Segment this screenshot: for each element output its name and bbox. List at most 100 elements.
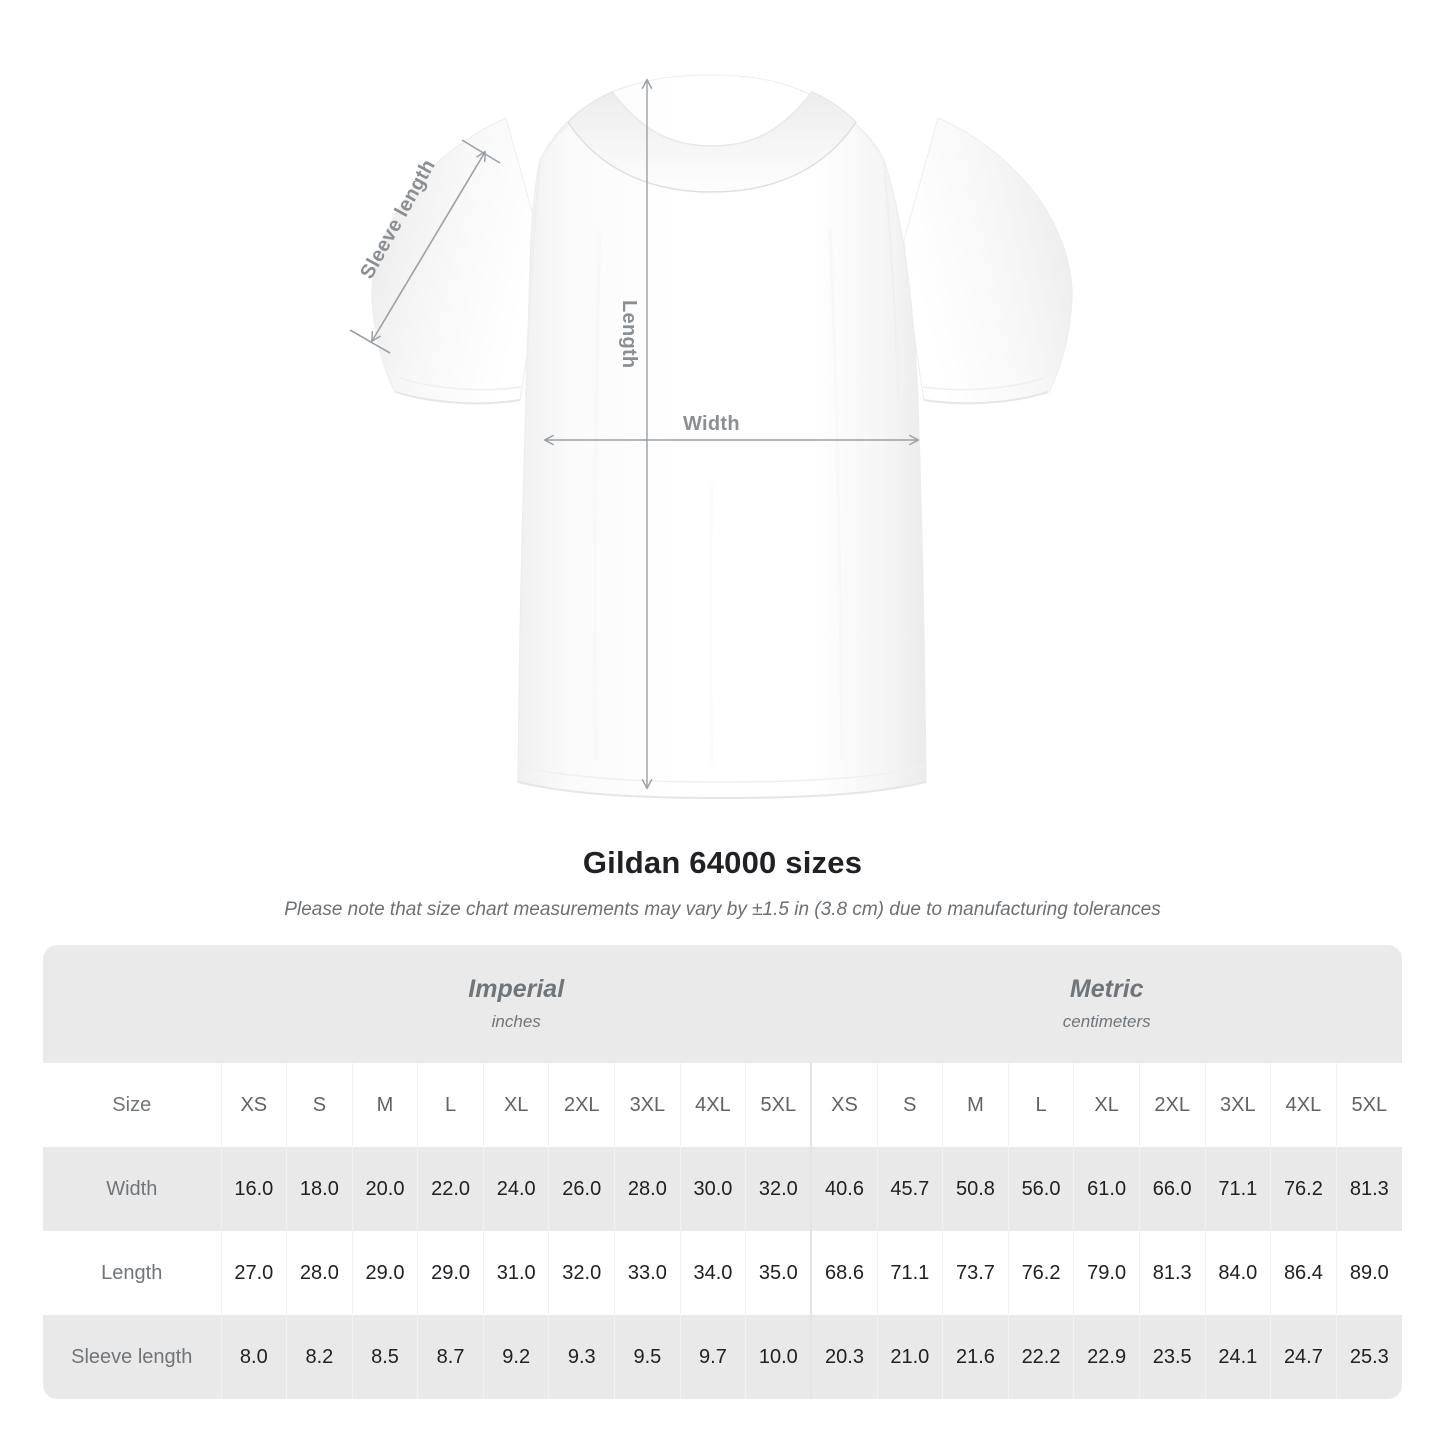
cell-imperial-sleeve-5xl: 10.0 bbox=[745, 1315, 812, 1399]
cell-imperial-length-2xl: 32.0 bbox=[548, 1231, 615, 1315]
sleeve-length-arrow bbox=[371, 150, 486, 343]
fold-right bbox=[828, 229, 844, 761]
sleeve-arrow-cap-top bbox=[461, 139, 501, 164]
imperial-sub: inches bbox=[491, 1011, 541, 1031]
page-title: Gildan 64000 sizes bbox=[582, 845, 863, 880]
left-sleeve-hem-stitch bbox=[399, 377, 522, 391]
left-sleeve-hem bbox=[395, 391, 521, 405]
cell-metric-width-s: 45.7 bbox=[876, 1147, 943, 1231]
cell-imperial-sleeve-3xl: 9.5 bbox=[614, 1315, 681, 1399]
cell-imperial-width-l: 22.0 bbox=[417, 1147, 484, 1231]
cell-metric-width-l: 56.0 bbox=[1007, 1147, 1074, 1231]
sleeve-arrow-cap-bottom bbox=[349, 329, 391, 354]
cell-metric-length-4xl: 86.4 bbox=[1270, 1231, 1337, 1315]
cell-imperial-sleeve-m: 8.5 bbox=[351, 1315, 418, 1399]
size-header-metric-4xl: 4XL bbox=[1270, 1063, 1337, 1147]
cell-metric-sleeve-s: 21.0 bbox=[876, 1315, 943, 1399]
cell-imperial-width-m: 20.0 bbox=[351, 1147, 418, 1231]
size-header-metric-5xl: 5XL bbox=[1335, 1063, 1402, 1147]
cell-imperial-length-4xl: 34.0 bbox=[679, 1231, 746, 1315]
cell-metric-sleeve-m: 21.6 bbox=[942, 1315, 1009, 1399]
tolerance-note: Please note that size chart measurements… bbox=[284, 899, 1161, 920]
cell-metric-length-s: 71.1 bbox=[876, 1231, 943, 1315]
cell-imperial-sleeve-xl: 9.2 bbox=[482, 1315, 549, 1399]
cell-metric-length-xs: 68.6 bbox=[810, 1231, 878, 1315]
right-armhole-seam bbox=[883, 161, 899, 399]
right-sleeve-hem bbox=[923, 391, 1049, 405]
right-sleeve bbox=[903, 117, 1073, 404]
size-header-imperial-m: M bbox=[351, 1063, 418, 1147]
cell-imperial-length-m: 29.0 bbox=[351, 1231, 418, 1315]
size-header-metric-2xl: 2XL bbox=[1138, 1063, 1206, 1147]
metric-name: Metric bbox=[1069, 975, 1144, 1004]
size-header-imperial-5xl: 5XL bbox=[745, 1063, 812, 1147]
size-header-imperial-2xl: 2XL bbox=[548, 1063, 615, 1147]
left-armhole-seam bbox=[525, 161, 541, 399]
cell-metric-width-5xl: 81.3 bbox=[1335, 1147, 1402, 1231]
cell-metric-width-3xl: 71.1 bbox=[1204, 1147, 1271, 1231]
cell-imperial-sleeve-l: 8.7 bbox=[417, 1315, 484, 1399]
size-header-metric-3xl: 3XL bbox=[1204, 1063, 1271, 1147]
cell-metric-width-2xl: 66.0 bbox=[1138, 1147, 1206, 1231]
size-header-imperial-l: L bbox=[417, 1063, 484, 1147]
dimension-arrows bbox=[349, 78, 920, 790]
cell-metric-sleeve-3xl: 24.1 bbox=[1204, 1315, 1271, 1399]
cell-imperial-sleeve-4xl: 9.7 bbox=[679, 1315, 746, 1399]
cell-imperial-width-2xl: 26.0 bbox=[548, 1147, 615, 1231]
size-header-imperial-3xl: 3XL bbox=[614, 1063, 681, 1147]
tshirt-illustration bbox=[349, 74, 1073, 800]
cell-imperial-width-5xl: 32.0 bbox=[745, 1147, 812, 1231]
table-row-length: Length 27.0 28.0 29.0 29.0 31.0 32.0 33.… bbox=[43, 1231, 1402, 1315]
cell-imperial-length-5xl: 35.0 bbox=[745, 1231, 812, 1315]
length-label: Length bbox=[618, 300, 640, 369]
left-sleeve bbox=[371, 117, 541, 404]
cell-imperial-width-xl: 24.0 bbox=[482, 1147, 549, 1231]
collar-outer-edge bbox=[567, 121, 857, 193]
size-header-metric-xs: XS bbox=[810, 1063, 878, 1147]
size-header-imperial-xs: XS bbox=[220, 1063, 287, 1147]
table-row-width: Width 16.0 18.0 20.0 22.0 24.0 26.0 28.0… bbox=[43, 1147, 1402, 1231]
cell-imperial-length-l: 29.0 bbox=[417, 1231, 484, 1315]
cell-imperial-width-xs: 16.0 bbox=[220, 1147, 287, 1231]
cell-metric-width-xl: 61.0 bbox=[1073, 1147, 1140, 1231]
size-header-imperial-xl: XL bbox=[482, 1063, 549, 1147]
metric-sub: centimeters bbox=[1062, 1011, 1151, 1031]
cell-metric-width-4xl: 76.2 bbox=[1270, 1147, 1337, 1231]
cell-metric-sleeve-5xl: 25.3 bbox=[1335, 1315, 1402, 1399]
size-header-metric-s: S bbox=[876, 1063, 943, 1147]
collar-inner-edge bbox=[611, 91, 813, 147]
table-row-size-header: Size XS S M L XL 2XL 3XL 4XL 5XL XS S M … bbox=[43, 1063, 1402, 1147]
row-label-sleeve-length: Sleeve length bbox=[43, 1315, 221, 1399]
cell-metric-width-m: 50.8 bbox=[942, 1147, 1009, 1231]
cell-metric-sleeve-2xl: 23.5 bbox=[1138, 1315, 1206, 1399]
unit-group-imperial: Imperial inches bbox=[221, 945, 812, 1063]
size-header-metric-l: L bbox=[1007, 1063, 1074, 1147]
tshirt-diagram: Sleeve length Length Width bbox=[349, 74, 1073, 800]
cell-metric-sleeve-xs: 20.3 bbox=[810, 1315, 878, 1399]
cell-imperial-length-xs: 27.0 bbox=[220, 1231, 287, 1315]
cell-imperial-width-s: 18.0 bbox=[286, 1147, 353, 1231]
cell-imperial-length-s: 28.0 bbox=[286, 1231, 353, 1315]
row-label-length: Length bbox=[43, 1231, 221, 1315]
cell-metric-width-xs: 40.6 bbox=[810, 1147, 878, 1231]
unit-band-spacer bbox=[43, 945, 221, 1063]
cell-metric-length-5xl: 89.0 bbox=[1335, 1231, 1402, 1315]
imperial-name: Imperial bbox=[468, 975, 565, 1004]
cell-imperial-sleeve-s: 8.2 bbox=[286, 1315, 353, 1399]
size-chart-table: Imperial inches Metric centimeters Size … bbox=[43, 945, 1402, 1399]
size-header-metric-xl: XL bbox=[1073, 1063, 1140, 1147]
table-row-sleeve-length: Sleeve length 8.0 8.2 8.5 8.7 9.2 9.3 9.… bbox=[43, 1315, 1402, 1399]
unit-group-metric: Metric centimeters bbox=[811, 945, 1402, 1063]
cell-metric-sleeve-xl: 22.9 bbox=[1073, 1315, 1140, 1399]
cell-metric-length-3xl: 84.0 bbox=[1204, 1231, 1271, 1315]
size-header-imperial-s: S bbox=[286, 1063, 353, 1147]
title-block: Gildan 64000 sizes Please note that size… bbox=[0, 845, 1445, 921]
cell-imperial-length-xl: 31.0 bbox=[482, 1231, 549, 1315]
unit-band-row: Imperial inches Metric centimeters bbox=[43, 945, 1402, 1063]
shirt-body-group bbox=[371, 74, 1073, 800]
cell-imperial-length-3xl: 33.0 bbox=[614, 1231, 681, 1315]
fold-left bbox=[593, 229, 602, 761]
cell-metric-sleeve-l: 22.2 bbox=[1007, 1315, 1074, 1399]
size-header-metric-m: M bbox=[942, 1063, 1009, 1147]
row-label-width: Width bbox=[43, 1147, 221, 1231]
